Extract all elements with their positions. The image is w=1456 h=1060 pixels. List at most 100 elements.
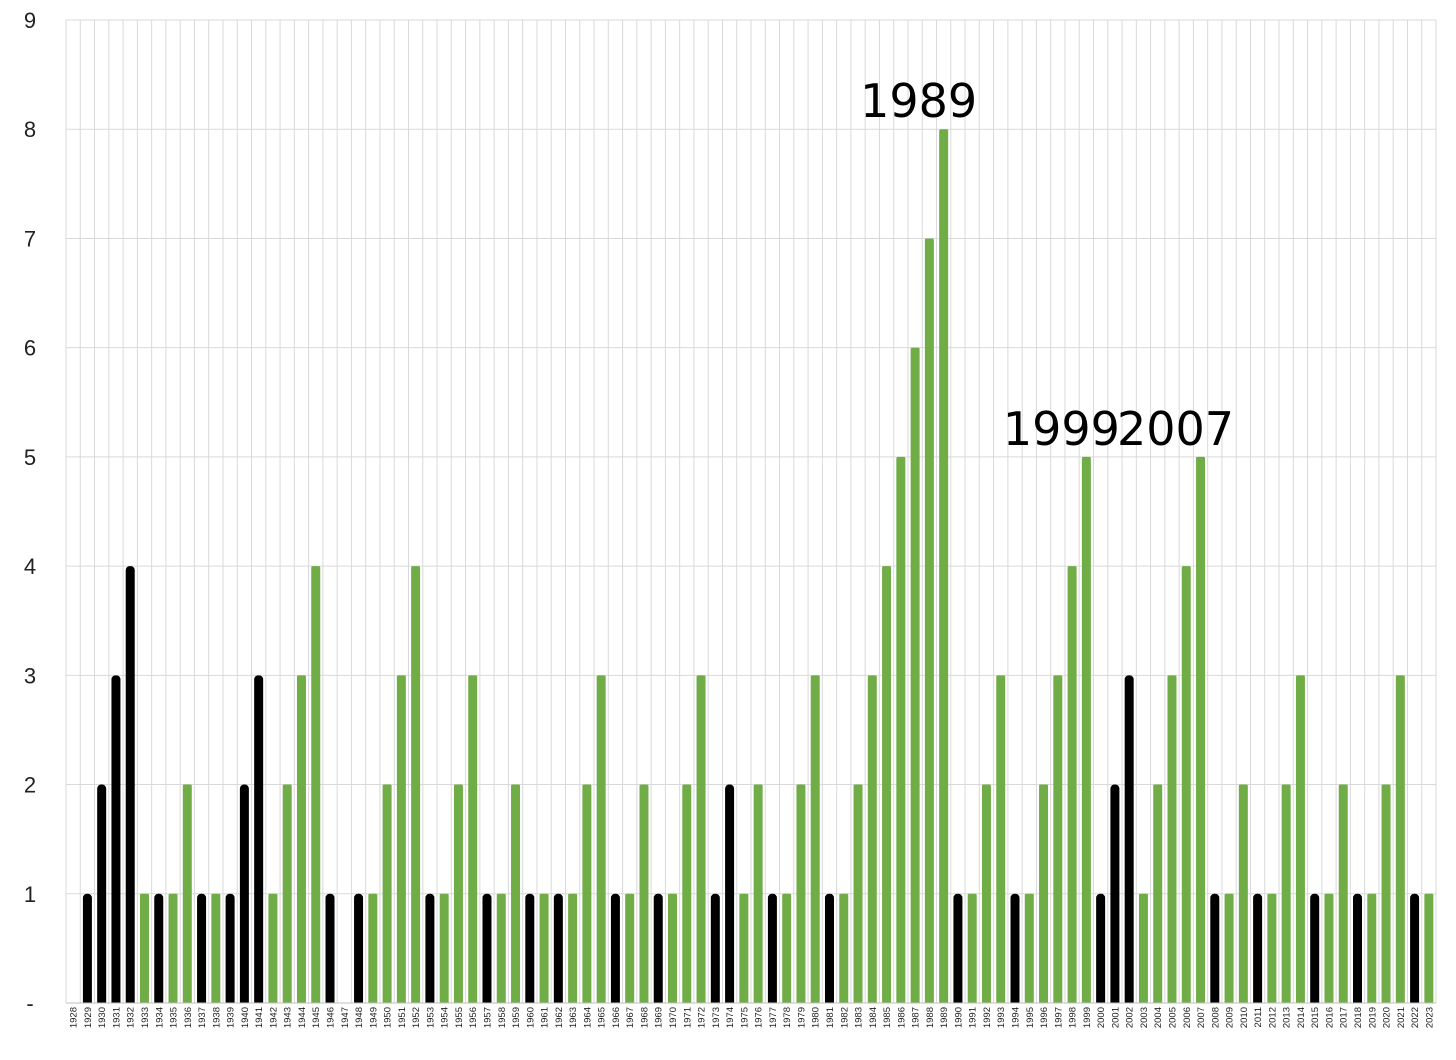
x-tick-label: 2018 — [1353, 1007, 1364, 1028]
bar-1957 — [482, 893, 492, 1007]
x-tick-label: 1954 — [440, 1007, 451, 1028]
x-tick-label: 1981 — [825, 1007, 836, 1028]
bar-1965 — [596, 675, 606, 1005]
bar-1989 — [939, 129, 949, 1005]
bar-1960 — [525, 893, 535, 1007]
bar-1992 — [981, 784, 991, 1005]
x-tick-label: 1968 — [639, 1007, 650, 1028]
bar-1956 — [468, 675, 478, 1005]
bar-1949 — [368, 893, 378, 1005]
bar-1968 — [639, 784, 649, 1005]
x-tick-label: 2007 — [1196, 1007, 1207, 1028]
x-tick-label: 2010 — [1239, 1007, 1250, 1028]
x-tick-label: 1992 — [982, 1007, 993, 1028]
x-tick-label: 1957 — [482, 1007, 493, 1028]
x-tick-label: 2015 — [1310, 1007, 1321, 1028]
x-tick-label: 2020 — [1382, 1007, 1393, 1028]
x-tick-label: 2000 — [1096, 1007, 1107, 1028]
x-tick-label: 2008 — [1210, 1007, 1221, 1028]
bar-2008 — [1210, 893, 1220, 1007]
bar-1964 — [582, 784, 592, 1005]
x-tick-label: 2011 — [1253, 1007, 1264, 1027]
x-tick-label: 1953 — [425, 1007, 436, 1028]
y-tick-label: - — [26, 991, 33, 1016]
bar-1972 — [696, 675, 706, 1005]
x-tick-label: 1946 — [326, 1007, 337, 1028]
x-tick-label: 1932 — [126, 1007, 137, 1028]
x-tick-label: 1931 — [111, 1007, 122, 1028]
x-tick-label: 1997 — [1053, 1007, 1064, 1028]
x-tick-label: 1935 — [169, 1007, 180, 1028]
x-tick-label: 1929 — [83, 1007, 94, 1028]
x-tick-label: 1983 — [854, 1007, 865, 1028]
x-tick-label: 2013 — [1282, 1007, 1293, 1028]
bar-2023 — [1424, 893, 1434, 1005]
x-tick-label: 1971 — [682, 1007, 693, 1028]
bar-2015 — [1310, 893, 1320, 1007]
x-tick-label: 1977 — [768, 1007, 779, 1028]
x-tick-label: 1938 — [211, 1007, 222, 1028]
bar-2011 — [1253, 893, 1263, 1007]
bar-1983 — [853, 784, 863, 1005]
bar-2006 — [1181, 566, 1191, 1005]
x-tick-label: 1941 — [254, 1007, 265, 1028]
bar-1988 — [924, 238, 934, 1005]
x-tick-label: 2003 — [1139, 1007, 1150, 1028]
bar-1963 — [568, 893, 578, 1005]
x-tick-label: 1980 — [811, 1007, 822, 1028]
bar-1966 — [610, 893, 620, 1007]
bar-1991 — [967, 893, 977, 1005]
x-tick-label: 2017 — [1339, 1007, 1350, 1028]
bar-1978 — [782, 893, 792, 1005]
bar-1940 — [239, 784, 249, 1007]
y-tick-label: 7 — [24, 226, 36, 251]
x-tick-label: 1975 — [739, 1007, 750, 1028]
bar-1937 — [197, 893, 207, 1007]
bar-1976 — [753, 784, 763, 1005]
x-tick-label: 1937 — [197, 1007, 208, 1028]
x-tick-label: 2023 — [1424, 1007, 1435, 1028]
x-tick-label: 1973 — [711, 1007, 722, 1028]
bar-2019 — [1367, 893, 1377, 1005]
y-tick-label: 4 — [24, 554, 36, 579]
bar-2016 — [1324, 893, 1334, 1005]
x-tick-label: 1986 — [896, 1007, 907, 1028]
x-tick-label: 1972 — [697, 1007, 708, 1028]
x-tick-label: 1947 — [340, 1007, 351, 1028]
x-tick-label: 1970 — [668, 1007, 679, 1028]
bar-1996 — [1039, 784, 1049, 1005]
bar-1985 — [882, 566, 892, 1005]
bar-1962 — [553, 893, 563, 1007]
x-tick-label: 1974 — [725, 1007, 736, 1028]
bar-1974 — [725, 784, 735, 1007]
bar-2013 — [1281, 784, 1291, 1005]
bar-1950 — [382, 784, 392, 1005]
y-tick-label: 6 — [24, 336, 36, 361]
bar-2022 — [1410, 893, 1420, 1007]
x-tick-label: 1933 — [140, 1007, 151, 1028]
bar-1936 — [182, 784, 192, 1005]
x-tick-label: 2009 — [1225, 1007, 1236, 1028]
bar-1945 — [311, 566, 321, 1005]
x-tick-label: 1939 — [226, 1007, 237, 1028]
bar-1954 — [439, 893, 449, 1005]
bar-1970 — [668, 893, 678, 1005]
bar-2012 — [1267, 893, 1277, 1005]
x-tick-label: 1944 — [297, 1007, 308, 1028]
bar-1934 — [154, 893, 164, 1007]
x-tick-label: 1950 — [383, 1007, 394, 1028]
bar-1946 — [325, 893, 335, 1007]
x-tick-label: 1960 — [525, 1007, 536, 1028]
bar-1980 — [810, 675, 820, 1005]
x-tick-label: 2021 — [1396, 1007, 1407, 1028]
bar-1935 — [168, 893, 178, 1005]
bar-1981 — [824, 893, 834, 1007]
bar-1969 — [653, 893, 663, 1007]
x-tick-label: 1958 — [497, 1007, 508, 1028]
bar-2000 — [1096, 893, 1106, 1007]
x-tick-label: 1964 — [582, 1007, 593, 1028]
x-tick-label: 2004 — [1153, 1007, 1164, 1028]
bar-1931 — [111, 675, 121, 1007]
bar-2018 — [1353, 893, 1363, 1007]
